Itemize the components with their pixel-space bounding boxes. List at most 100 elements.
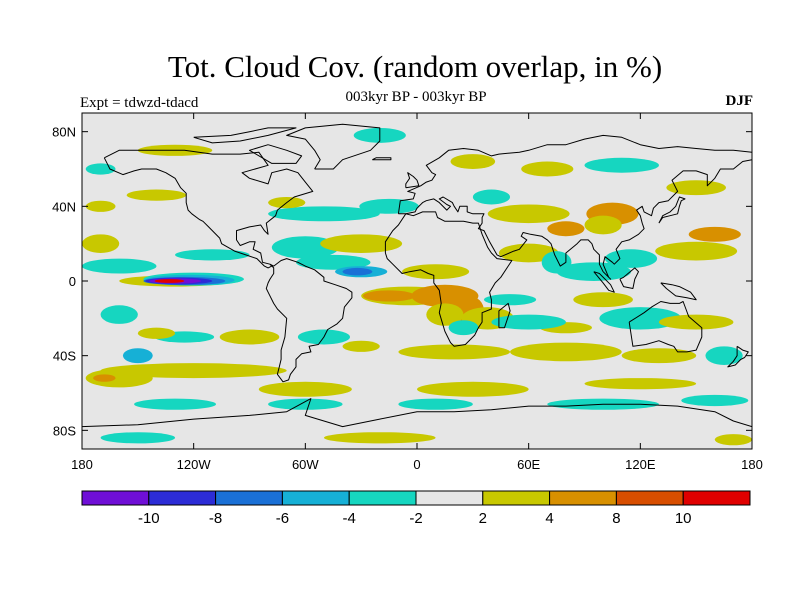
anomaly-patch [323,432,436,444]
anomaly-patch [604,249,658,268]
coastline [384,211,513,347]
lat-tick-label: 40S [53,349,76,364]
anomaly-patch [363,290,416,302]
anomaly-patch [621,348,697,364]
anomaly-patch [658,314,734,330]
coastline [658,196,686,224]
anomaly-patch [342,340,380,352]
anomaly-patch [398,344,511,360]
colorbar-swatch [281,490,350,506]
anomaly-patch [359,198,419,214]
colorbar-label: 10 [675,510,692,527]
colorbar-label: -2 [409,510,422,527]
anomaly-patch [448,320,479,336]
colorbar-swatch [482,490,551,506]
colorbar-label: 4 [545,510,553,527]
coastline [103,149,314,269]
coastline [286,123,381,170]
anomaly-patch [320,234,403,254]
anomaly-patch [688,226,741,242]
anomaly-patch [122,348,153,364]
colorbar-swatch [415,490,484,506]
anomaly-patch [93,374,116,382]
anomaly-patch [417,381,529,397]
lat-tick-label: 80S [53,423,76,438]
coastline [628,301,703,353]
anomaly-patch [219,329,280,345]
colorbar-label: -8 [209,510,222,527]
colorbar-label: -10 [138,510,160,527]
anomaly-patch [82,258,157,274]
anomaly-patch [154,279,185,283]
anomaly-patch [100,305,138,324]
anomaly-patch [484,294,537,306]
coastline [193,127,297,144]
anomaly-patch [126,189,187,201]
coastline [619,267,639,289]
lon-tick-label: 0 [413,457,420,472]
lon-tick-label: 120E [625,457,656,472]
lat-tick-label: 40N [52,199,76,214]
coastline [727,345,749,368]
anomaly-patch [655,241,738,261]
coastline [498,302,511,329]
anomaly-patch [556,262,632,281]
coastline [372,157,392,161]
anomaly-patch [296,254,371,270]
colorbar-swatch [348,490,417,506]
anomaly-patch [134,398,216,410]
anomaly-patch [268,398,343,410]
anomaly-patch [85,200,116,212]
colorbar-label: -6 [276,510,289,527]
lon-tick-label: 60E [517,457,540,472]
coastline [660,282,697,301]
coastlines [82,123,752,428]
anomaly-patch [137,327,176,339]
coastline [249,144,303,164]
colorbar: -10 -8 -6 -4 -2 2 4 8 10 [81,490,751,527]
lon-tick-label: 60W [292,457,319,472]
anomaly-patch [175,249,250,261]
anomaly-patch [268,206,380,222]
anomaly-patch [521,161,574,177]
anomaly-patch [510,342,622,362]
lon-tick-label: 120W [177,457,212,472]
lon-tick-label: 180 [71,457,93,472]
colorbar-swatch [615,490,684,506]
colorbar-label: 8 [612,510,620,527]
colorbar-swatch [549,490,617,506]
colorbar-swatch [148,490,217,506]
anomaly-patch [100,432,176,444]
anomaly-patch [450,154,496,170]
coastline [405,172,420,189]
anomaly-patch [472,189,511,205]
coastline [265,258,353,383]
anomaly-patch [666,180,726,196]
anomaly-patch [705,346,743,365]
lat-tick-label: 0 [69,274,76,289]
anomaly-patch [584,378,697,390]
axis-ticks: 80N 40N 0 40S 80S 180 120W 60W 0 60E 120E 180 [52,113,763,472]
anomaly-patch [573,292,633,308]
season-label: DJF [725,93,754,109]
anomaly-patch [584,157,659,173]
anomaly-patch [681,394,749,407]
anomaly-patch [547,221,585,237]
anomaly-patch [398,398,473,410]
anomaly-patch [584,215,622,235]
coastline [593,271,615,293]
anomaly-patch [85,368,153,388]
map-title: Tot. Cloud Cov. (random overlap, in %) [167,49,663,84]
colorbar-swatch [682,490,751,506]
anomaly-patch [402,264,470,280]
anomaly-patch [491,314,566,330]
anomaly-patch [258,381,352,397]
anomaly-patch [342,267,373,276]
colorbar-label: 2 [479,510,487,527]
anomaly-patch [426,303,464,326]
lat-tick-label: 80N [52,125,76,140]
colorbar-swatch [215,490,283,506]
coastline [82,398,752,428]
map-subtitle: 003kyr BP - 003kyr BP [345,89,487,105]
